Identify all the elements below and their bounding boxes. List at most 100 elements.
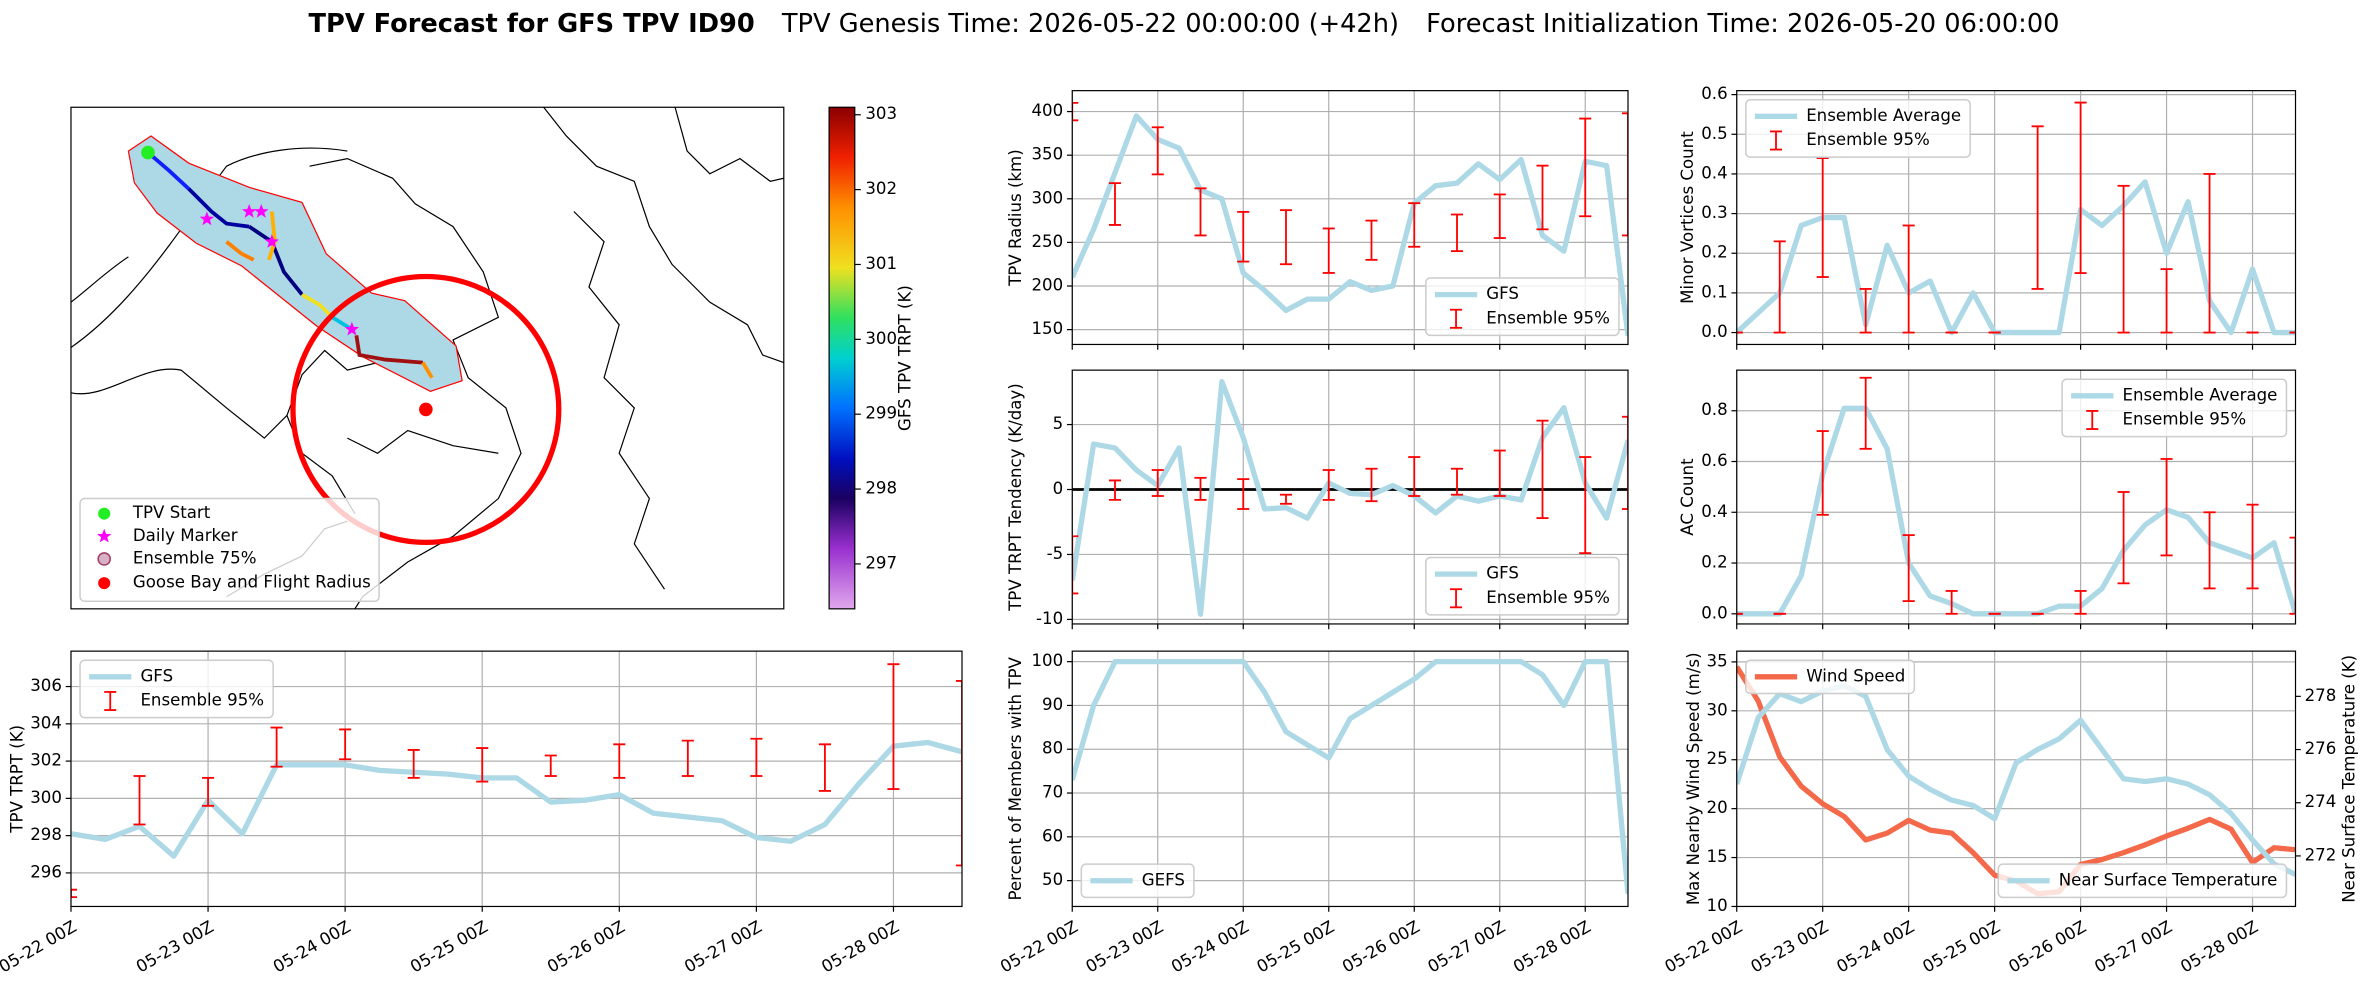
y-axis-label: TPV TRPT Tendency (K/day) <box>1006 383 1025 612</box>
error-bar <box>1408 456 1421 497</box>
legend-label: Goose Bay and Flight Radius <box>133 573 371 592</box>
ensemble-75-area <box>127 135 463 392</box>
y2-tick-label: 278 <box>2305 686 2337 705</box>
track <box>248 225 304 296</box>
error-bar <box>1536 419 1549 519</box>
y-tick-label: 70 <box>1042 783 1063 802</box>
x-tick-label: 05-24 00Z <box>1833 917 1917 976</box>
error-bar <box>1902 534 1915 603</box>
error-bar <box>818 743 831 792</box>
legend-label: Ensemble 95% <box>1486 308 1610 327</box>
plot-frame <box>1071 369 1629 625</box>
y-axis-label: TPV Radius (km) <box>1006 149 1025 287</box>
x-tick-label: 05-25 00Z <box>1254 917 1338 976</box>
legend: GFS Ensemble 95% <box>1425 277 1620 337</box>
y-tick-label: 80 <box>1042 739 1063 758</box>
error-bar <box>2117 184 2130 334</box>
legend: GFS Ensemble 95% <box>79 659 274 719</box>
colorbar-tick-label: 298 <box>865 479 897 498</box>
plot-frame <box>1736 90 2297 346</box>
y-tick-label: 0.3 <box>1701 203 1727 222</box>
legend-marker <box>97 552 111 566</box>
legend-label: GFS <box>1486 564 1519 583</box>
y-tick-label: 100 <box>1031 651 1063 670</box>
y-tick-label: 0.2 <box>1701 553 1727 572</box>
y-tick-label: 0.4 <box>1701 163 1727 182</box>
title-init: Forecast Initialization Time: 2026-05-20… <box>1426 9 2059 39</box>
error-bar <box>339 728 352 761</box>
legend-marker <box>98 577 111 590</box>
y-tick-label: 298 <box>30 825 62 844</box>
error-bar <box>1816 430 1829 516</box>
legend-label: Ensemble 75% <box>133 548 257 567</box>
legend-box <box>1745 659 1916 695</box>
error-bar <box>70 888 78 899</box>
tpv-start <box>141 145 155 160</box>
legend-box <box>1080 863 1195 899</box>
error-bar <box>681 739 694 777</box>
x-tick-label: 05-24 00Z <box>270 917 354 976</box>
colorbar-label: GFS TPV TRPT (K) <box>896 285 915 431</box>
x-tick-label: 05-28 00Z <box>818 917 902 976</box>
y-tick-label: 300 <box>1031 188 1063 207</box>
legend-label: Ensemble 95% <box>1486 588 1610 607</box>
error-bar <box>750 737 763 777</box>
error-bar <box>2031 125 2044 290</box>
flight-radius <box>290 273 562 546</box>
x-tick-label: 05-26 00Z <box>1339 917 1423 976</box>
plot-frame <box>1071 650 1629 908</box>
y-tick-label: 0.8 <box>1701 400 1727 419</box>
error-bar <box>1621 415 1628 510</box>
x-tick-label: 05-23 00Z <box>133 917 217 976</box>
legend-label: GFS <box>1486 284 1519 303</box>
error-bar <box>2074 101 2087 274</box>
goose-bay <box>419 402 433 417</box>
error-bar <box>1151 126 1164 176</box>
plot-area <box>1736 370 2296 624</box>
y-tick-label: 250 <box>1031 232 1063 251</box>
legend: Near Surface Temperature <box>1997 863 2288 899</box>
error-bar <box>2160 458 2173 557</box>
plot-frame <box>1071 90 1629 346</box>
series-line <box>1072 379 1628 617</box>
coastline <box>70 256 129 303</box>
error-bar <box>1902 224 1915 334</box>
plot-frame <box>1736 369 2297 625</box>
error-bar <box>2246 503 2259 590</box>
y-tick-label: 306 <box>30 676 62 695</box>
error-bar <box>476 747 489 783</box>
legend-label: Ensemble 95% <box>140 690 264 709</box>
coastline <box>573 211 665 590</box>
y-tick-label: 300 <box>30 788 62 807</box>
error-bar <box>1365 467 1378 503</box>
coastline <box>347 429 499 454</box>
error-bar <box>887 663 900 790</box>
y-tick-label: 296 <box>30 862 62 881</box>
y-tick-label: 0.6 <box>1701 451 1727 470</box>
map-legend: TPV Start Daily Marker Ensemble 75% Goos… <box>79 497 380 603</box>
legend-box <box>1997 863 2288 899</box>
y2-tick-label: 274 <box>2305 792 2337 811</box>
legend-box <box>1745 98 1971 158</box>
error-bar <box>1579 456 1592 555</box>
colorbar-tick-label: 303 <box>865 104 897 123</box>
y-tick-label: 5 <box>1053 414 1064 433</box>
error-bar <box>2203 511 2216 590</box>
panel: 150 200 250 300 350 400 TPV Radius (km) GFS Ense… <box>1006 90 1629 350</box>
series-line <box>1072 113 1628 337</box>
y-axis-label: Minor Vortices Count <box>1678 131 1697 304</box>
y-tick-label: 350 <box>1031 145 1063 164</box>
legend-label: Near Surface Temperature <box>2059 870 2278 889</box>
error-bar <box>1493 193 1506 239</box>
error-bar <box>1108 479 1122 501</box>
track <box>187 187 250 229</box>
colorbar-tick-label: 297 <box>865 553 897 572</box>
error-bar <box>1108 182 1122 226</box>
x-tick-label: 05-28 00Z <box>1510 917 1594 976</box>
colorbar-tick-label: 300 <box>865 329 897 348</box>
track <box>421 361 434 379</box>
y-tick-label: 10 <box>1707 896 1728 915</box>
error-bar <box>407 749 420 779</box>
y-tick-label: 304 <box>30 713 62 732</box>
x-tick-label: 05-25 00Z <box>1919 917 2003 976</box>
